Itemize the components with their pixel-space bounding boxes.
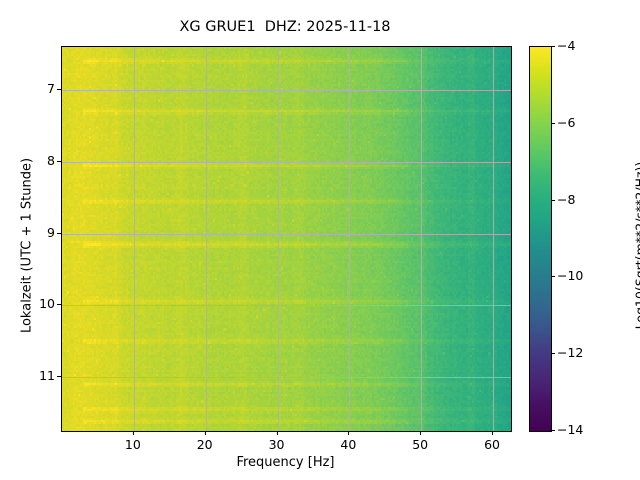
colorbar-tick-mark (551, 46, 555, 47)
x-tick-label: 20 (196, 437, 213, 452)
x-tick-label: 50 (412, 437, 429, 452)
colorbar-tick-label: −6 (557, 114, 576, 130)
x-tick-label: 10 (124, 437, 141, 452)
y-tick-mark (57, 232, 61, 234)
x-tick-mark (204, 431, 206, 435)
x-tick-label: 60 (484, 437, 500, 452)
colorbar-label: Log10(Sqrt(m**2/s**2/Hz)) (632, 161, 640, 330)
colorbar[interactable] (529, 46, 552, 432)
colorbar-tick-mark (551, 276, 555, 278)
y-tick-mark (57, 89, 61, 91)
x-tick-mark (420, 431, 422, 435)
y-tick-label: 8 (47, 152, 55, 168)
y-tick-label: 11 (39, 368, 55, 384)
x-tick-mark (132, 431, 134, 435)
x-tick-label: 30 (268, 437, 285, 452)
colorbar-tick-label: −4 (557, 38, 576, 53)
spectrogram-image (62, 47, 511, 431)
x-tick-mark (348, 431, 350, 435)
x-tick-mark (492, 431, 494, 435)
colorbar-tick-mark (551, 353, 555, 355)
x-tick-label: 40 (340, 437, 357, 452)
colorbar-tick-label: −10 (557, 268, 584, 284)
y-tick-mark (57, 304, 61, 306)
x-tick-mark (276, 431, 278, 435)
y-tick-mark (57, 160, 61, 162)
colorbar-tick-mark (551, 430, 555, 431)
page-title: XG GRUE1 DHZ: 2025-11-18 (179, 19, 391, 35)
colorbar-tick-mark (551, 122, 555, 124)
y-tick-label: 9 (47, 224, 55, 240)
colorbar-tick-mark (551, 199, 555, 201)
colorbar-tick-label: −8 (557, 191, 576, 207)
y-tick-label: 7 (47, 81, 55, 97)
spectrogram-axes[interactable] (61, 46, 512, 432)
y-tick-label: 10 (39, 296, 55, 312)
y-tick-mark (57, 376, 61, 378)
y-axis-label: Lokalzeit (UTC + 1 Stunde) (19, 157, 35, 334)
x-axis-label: Frequency [Hz] (236, 455, 335, 470)
colorbar-tick-label: −14 (557, 422, 584, 437)
colorbar-tick-label: −12 (557, 345, 584, 361)
